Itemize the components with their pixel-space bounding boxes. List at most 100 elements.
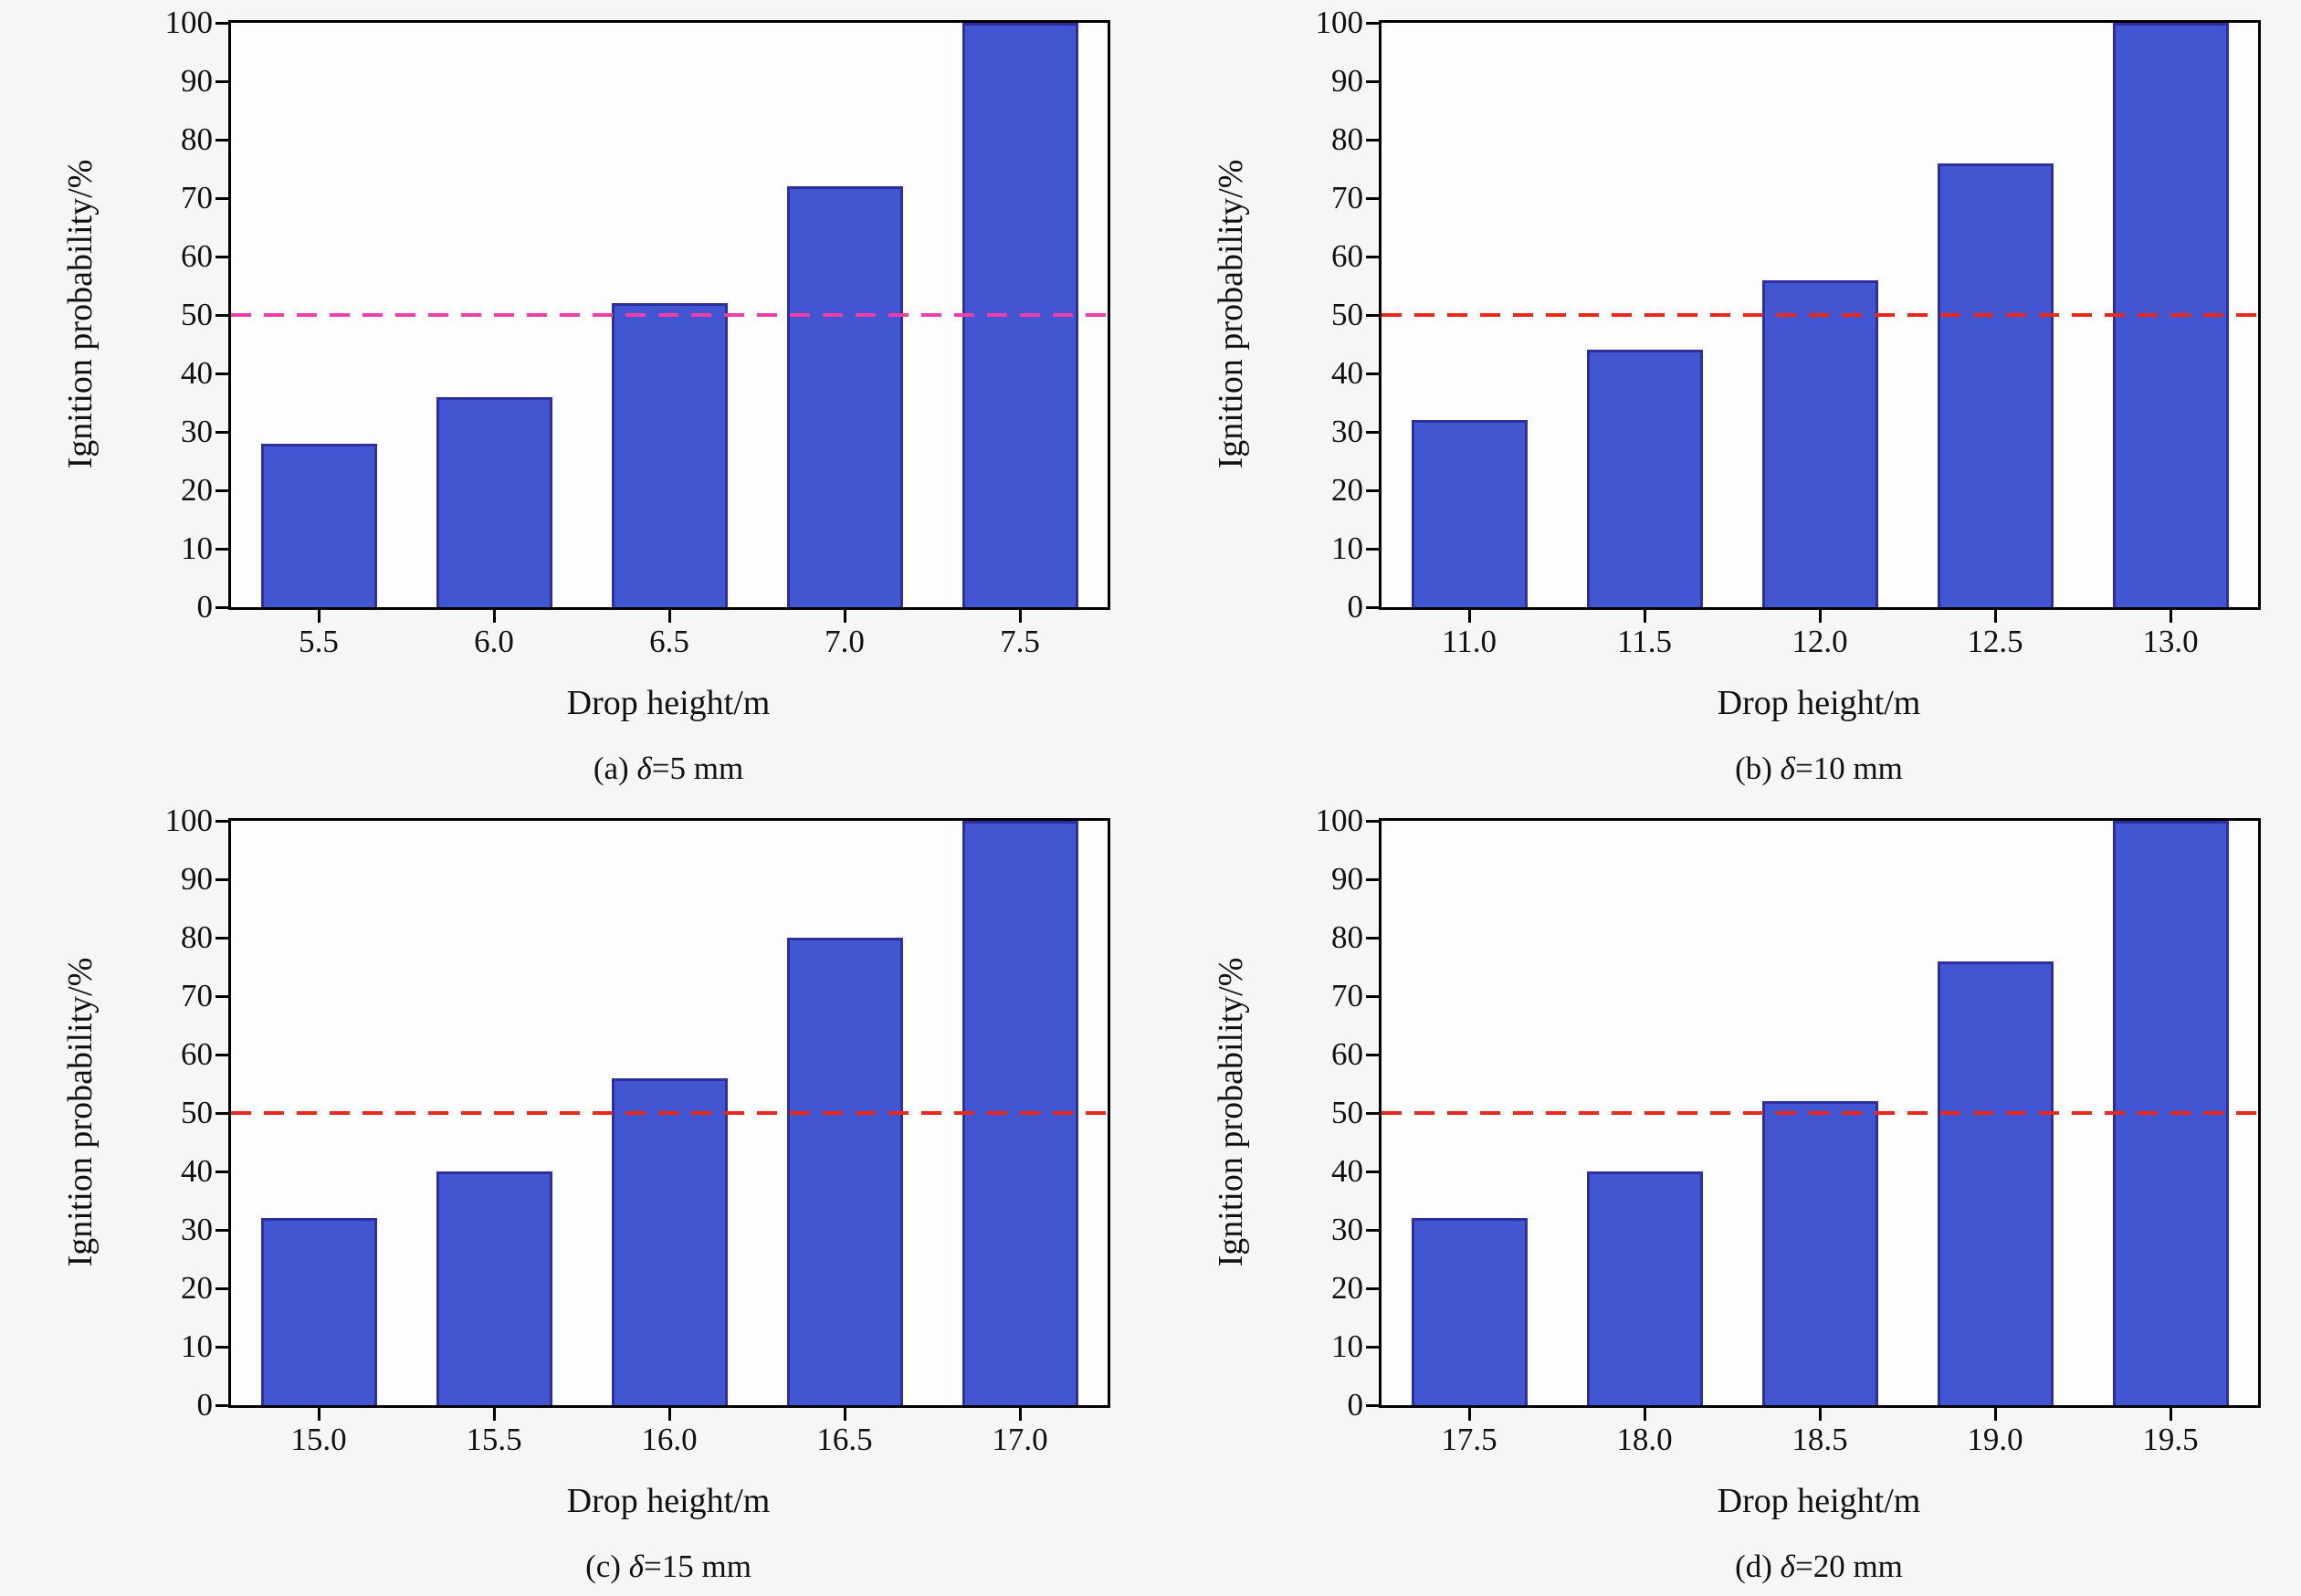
caption-index: (d) — [1735, 1549, 1781, 1584]
plot-area: 0 10 20 30 40 50 60 70 80 90 100 17.5 18.0 18.5 19.0 19… — [1316, 803, 2261, 1457]
x-tick-mark — [1467, 610, 1471, 623]
y-tick-label: 80 — [181, 121, 213, 157]
y-tick-mark — [215, 936, 228, 940]
x-tick-label: 18.5 — [1791, 1422, 1848, 1457]
x-tick-mark — [1643, 610, 1646, 623]
y-tick-label: 30 — [1331, 414, 1363, 449]
x-tick-label: 15.5 — [466, 1422, 522, 1457]
caption-text: =5 mm — [651, 751, 744, 786]
y-tick-mark — [1366, 1286, 1379, 1290]
x-tick-label: 15.0 — [290, 1422, 347, 1457]
y-tick-mark — [215, 255, 228, 258]
y-tick-label: 0 — [196, 1387, 214, 1423]
y-tick-label: 60 — [181, 238, 213, 274]
y-tick-mark — [1366, 605, 1379, 609]
y-tick-mark — [215, 488, 228, 492]
y-tick-mark — [1366, 936, 1379, 940]
y-tick-label: 30 — [1331, 1212, 1363, 1247]
bar — [261, 1218, 377, 1405]
y-tick-label: 10 — [1331, 530, 1363, 566]
y-tick-mark — [215, 21, 228, 25]
chart-d: Ignition probability/% 0 10 20 30 40 50 60 70 80… — [1150, 798, 2301, 1596]
y-tick-label: 90 — [181, 861, 213, 897]
y-tick-mark — [215, 1345, 228, 1349]
bar — [787, 938, 903, 1405]
y-tick-label: 90 — [181, 63, 213, 99]
bar — [787, 186, 903, 607]
y-tick-label: 0 — [1347, 589, 1364, 625]
y-tick-label: 70 — [181, 180, 213, 215]
x-tick-label: 6.0 — [474, 624, 514, 659]
bar — [612, 303, 728, 607]
y-tick-label: 100 — [164, 803, 214, 838]
x-axis-label: Drop height/m — [566, 1482, 771, 1520]
x-tick-label: 11.5 — [1617, 624, 1672, 659]
caption-text: =20 mm — [1794, 1549, 1903, 1584]
y-tick-label: 20 — [1331, 1270, 1363, 1306]
y-tick-label: 40 — [1331, 355, 1363, 391]
y-tick-label: 20 — [181, 472, 213, 508]
y-tick-mark — [215, 994, 228, 998]
y-tick-label: 50 — [181, 297, 213, 332]
x-tick-label: 19.0 — [1967, 1422, 2023, 1457]
y-tick-label: 90 — [1331, 63, 1363, 99]
threshold-line — [1382, 1111, 2258, 1115]
y-tick-label: 70 — [1331, 180, 1363, 215]
y-tick-mark — [215, 547, 228, 551]
x-tick-mark — [1643, 1408, 1646, 1421]
y-tick-label: 10 — [1331, 1328, 1363, 1364]
y-tick-mark — [1366, 1345, 1379, 1349]
caption-index: (b) — [1735, 751, 1781, 786]
x-tick-mark — [843, 1408, 846, 1421]
y-tick-mark — [1366, 1111, 1379, 1115]
y-tick-mark — [1366, 488, 1379, 492]
x-tick-mark — [492, 610, 496, 623]
bar — [1587, 1171, 1703, 1405]
y-tick-mark — [1366, 313, 1379, 317]
y-tick-mark — [1366, 1053, 1379, 1056]
x-tick-mark — [1018, 1408, 1022, 1421]
y-tick-label: 30 — [181, 1212, 213, 1247]
y-axis-label: Ignition probability/% — [1212, 957, 1250, 1267]
y-tick-mark — [1366, 819, 1379, 823]
y-tick-label: 80 — [1331, 121, 1363, 157]
caption-index: (a) — [593, 751, 637, 786]
y-tick-mark — [1366, 1228, 1379, 1232]
y-tick-label: 50 — [1331, 1095, 1363, 1130]
y-tick-label: 20 — [181, 1270, 213, 1306]
x-tick-mark — [2169, 610, 2172, 623]
x-tick-mark — [1467, 1408, 1471, 1421]
bar — [612, 1078, 728, 1405]
caption-index: (c) — [585, 1549, 629, 1584]
x-axis-label: Drop height/m — [1717, 1482, 1921, 1520]
x-tick-mark — [667, 610, 671, 623]
y-tick-label: 100 — [1315, 803, 1364, 838]
x-tick-label: 12.5 — [1967, 624, 2023, 659]
x-tick-label: 19.5 — [2142, 1422, 2199, 1457]
y-tick-mark — [215, 1053, 228, 1056]
y-tick-mark — [215, 819, 228, 823]
chart-caption: (d) δ=20 mm — [1735, 1549, 1903, 1585]
y-tick-label: 20 — [1331, 472, 1363, 508]
y-tick-mark — [1366, 1170, 1379, 1173]
y-tick-label: 50 — [1331, 297, 1363, 332]
y-tick-mark — [215, 605, 228, 609]
y-tick-mark — [1366, 196, 1379, 200]
y-tick-label: 100 — [164, 5, 214, 40]
x-tick-mark — [667, 1408, 671, 1421]
y-tick-label: 60 — [1331, 238, 1363, 274]
x-tick-label: 18.0 — [1616, 1422, 1673, 1457]
x-tick-label: 16.0 — [641, 1422, 698, 1457]
x-tick-label: 11.0 — [1442, 624, 1497, 659]
x-tick-label: 7.5 — [1000, 624, 1040, 659]
y-tick-label: 100 — [1315, 5, 1364, 40]
chart-caption: (c) δ=15 mm — [585, 1549, 751, 1585]
y-tick-label: 10 — [181, 1328, 213, 1364]
plot-area: 0 10 20 30 40 50 60 70 80 90 100 11.0 11.5 12.0 12.5 13… — [1316, 5, 2261, 659]
x-tick-label: 17.5 — [1441, 1422, 1497, 1457]
y-tick-mark — [1366, 21, 1379, 25]
y-tick-mark — [215, 1111, 228, 1115]
x-axis-label: Drop height/m — [566, 684, 771, 722]
bar — [261, 444, 377, 607]
delta-symbol: δ — [636, 751, 652, 786]
